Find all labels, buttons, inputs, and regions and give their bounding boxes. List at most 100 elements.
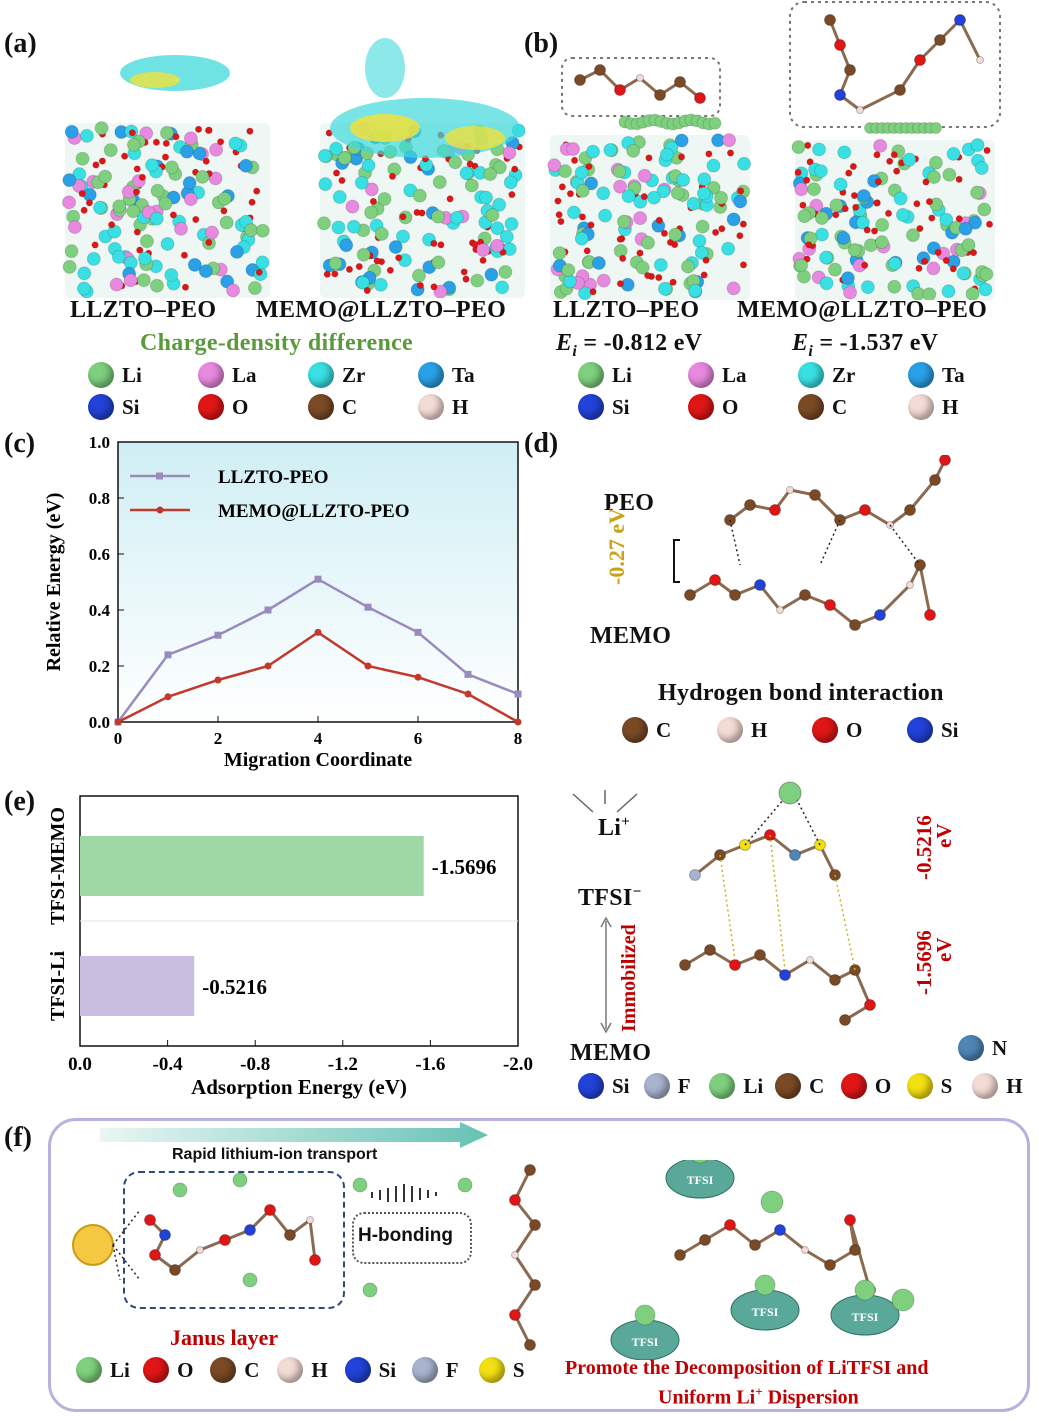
c-atom-icon [308, 394, 334, 420]
bond [859, 88, 901, 112]
atom [244, 1224, 256, 1236]
li-atom [232, 1172, 248, 1188]
atom [94, 121, 109, 136]
legend-item-si: Si [88, 394, 140, 420]
x-axis-label: Migration Coordinate [224, 749, 412, 771]
legend-item-h: H [277, 1357, 328, 1383]
atom [529, 1279, 541, 1291]
panel-e-molecules [679, 781, 876, 1026]
atom [797, 209, 812, 224]
atom [841, 205, 849, 213]
data-point [164, 693, 172, 701]
atom [655, 216, 664, 224]
h-atom-icon [418, 394, 444, 420]
atom [679, 959, 691, 971]
atom [490, 221, 505, 236]
atom [906, 581, 914, 589]
panel-f-frame [48, 1118, 1030, 1412]
atom [887, 256, 902, 271]
panel-a-label-left: LLZTO–PEO [70, 297, 217, 323]
panel-b-structures [547, 1, 1001, 300]
atom [834, 89, 846, 101]
atom [904, 504, 916, 516]
legend-item-c: C [798, 394, 847, 420]
atom [570, 156, 579, 165]
atom [323, 270, 331, 278]
bond [308, 1219, 317, 1261]
y-tick-label: 0.6 [89, 545, 110, 564]
atom [575, 183, 590, 198]
atom [485, 208, 500, 223]
atom [394, 254, 403, 262]
atom [739, 261, 748, 269]
o-atom-icon [688, 394, 714, 420]
panel-e-memo-label: MEMO [570, 1040, 652, 1066]
atom [162, 139, 170, 148]
li-atom [634, 1304, 656, 1326]
atom [355, 275, 370, 290]
atom [726, 149, 735, 157]
atom [418, 209, 426, 217]
atom [640, 192, 649, 201]
atom [306, 1216, 314, 1224]
zr-atom-icon [798, 362, 824, 388]
panel-e-energy2-unit: eV [932, 937, 956, 963]
atom [847, 243, 862, 258]
legend-item-c: C [308, 394, 357, 420]
x-tick-label: 6 [414, 729, 423, 748]
substrate-atom [72, 1224, 114, 1266]
li-atom [930, 122, 942, 134]
atom [149, 278, 164, 293]
panel-f-caption-line2: Uniform Li+ Dispersion [658, 1384, 859, 1409]
atom [603, 142, 618, 157]
atom [902, 152, 917, 167]
atom [885, 157, 894, 165]
atom [686, 196, 701, 211]
atom [916, 224, 924, 233]
li-atom-icon [88, 362, 114, 388]
panel-e-li-arrows [572, 790, 638, 813]
bar-tfsi-li [80, 956, 195, 1016]
legend-label: LLZTO-PEO [218, 467, 329, 488]
atom [205, 238, 213, 247]
atom [856, 106, 864, 114]
legend-item-si: Si [578, 394, 630, 420]
atom [637, 168, 652, 183]
atom [238, 158, 253, 173]
legend-item-ta: Ta [908, 362, 965, 388]
atom [578, 213, 587, 221]
atom [668, 227, 683, 242]
atom [373, 257, 381, 265]
atom [598, 208, 613, 223]
atom [109, 277, 124, 292]
atom [364, 182, 379, 197]
atom [161, 153, 170, 161]
zr-atom-icon [308, 362, 334, 388]
atom [574, 74, 586, 86]
data-point [264, 606, 272, 614]
tfsi-label: TFSI [752, 1305, 779, 1319]
atom [511, 165, 519, 173]
atom [653, 257, 668, 272]
atom [669, 278, 677, 286]
atom [111, 249, 126, 264]
panel-f-molecules: TFSI TFSI TFSI TFSI [72, 1160, 915, 1360]
atom [587, 221, 595, 229]
atom [654, 89, 666, 101]
y-axis-label: Relative Energy (eV) [43, 493, 65, 672]
panel-b-label-left: LLZTO–PEO [553, 297, 700, 323]
atom [736, 187, 745, 195]
atom [806, 158, 814, 166]
atom [103, 143, 118, 158]
data-point [214, 676, 222, 684]
atom [337, 151, 352, 166]
atom [160, 236, 175, 251]
atom [377, 191, 392, 206]
atom [839, 1014, 851, 1026]
atom [309, 1254, 321, 1266]
atom [373, 277, 388, 292]
atom [547, 158, 562, 173]
panel-c-line-chart: 0.0 0.2 0.4 0.6 0.8 1.0 0 2 4 6 8 Migration Coordin… [43, 433, 522, 771]
atom [892, 167, 901, 175]
li-atom [242, 1272, 258, 1288]
